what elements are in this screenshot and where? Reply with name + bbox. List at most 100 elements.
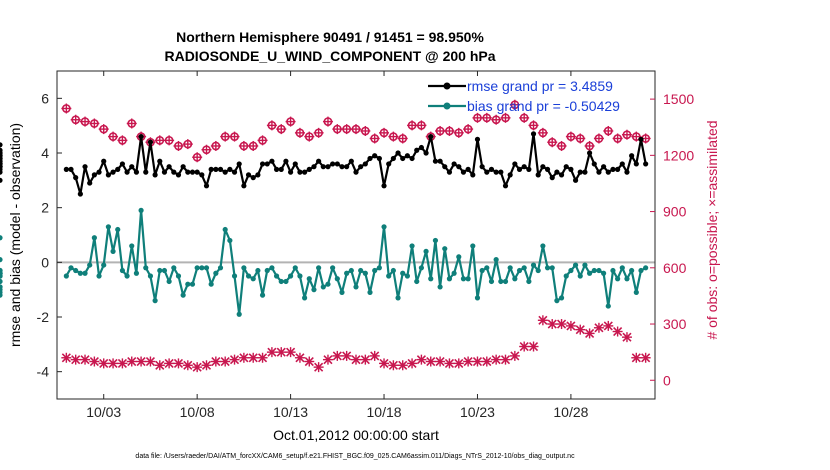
bias-point [460, 276, 467, 282]
bias-point [82, 270, 88, 276]
rmse-point [273, 166, 280, 172]
obs-assimilated-point [238, 352, 249, 363]
rmse-point [269, 158, 275, 164]
obs-possible-point [631, 131, 642, 142]
bias-point [96, 273, 102, 279]
bias-point [264, 267, 270, 274]
rmse-point [404, 153, 410, 159]
x-tick-label: 10/18 [367, 404, 402, 420]
obs-assimilated-point [481, 356, 492, 367]
bias-point [638, 267, 644, 274]
bias-point [423, 248, 429, 254]
bias-point [0, 235, 3, 241]
obs-possible-point [108, 131, 119, 142]
plot-area [57, 71, 655, 399]
obs-possible-point [556, 140, 567, 151]
obs-assimilated-point [285, 347, 296, 358]
obs-possible-point [285, 116, 296, 127]
stat-series-group [0, 131, 649, 317]
rmse-point [161, 169, 168, 175]
rmse-point [596, 169, 602, 175]
rmse-point [217, 166, 224, 172]
rmse-point [115, 166, 121, 172]
obs-possible-point [481, 112, 492, 123]
obs-possible-point [70, 114, 81, 125]
obs-assimilated-point [509, 350, 520, 361]
rmse-point [470, 172, 476, 178]
obs-assimilated-point [154, 360, 165, 371]
obs-possible-point [565, 131, 576, 142]
bias-point [442, 246, 448, 252]
rmse-point [367, 155, 373, 162]
bias-point [353, 284, 359, 290]
bias-point [451, 270, 457, 276]
rmse-point [558, 172, 565, 178]
obs-possible-point [201, 144, 212, 155]
obs-possible-point [575, 133, 586, 144]
bias-point [516, 267, 523, 274]
rmse-point [334, 161, 340, 167]
rmse-point [437, 158, 443, 164]
bias-point [502, 278, 509, 285]
obs-possible-point [89, 118, 100, 129]
obs-possible-point [294, 127, 305, 138]
bias-point [381, 224, 387, 230]
rmse-point [390, 155, 396, 162]
rmse-point [325, 164, 331, 170]
obs-assimilated-point [388, 360, 399, 371]
obs-possible-point [509, 99, 520, 110]
bias-point [101, 262, 107, 268]
obs-assimilated-point [126, 356, 137, 367]
y-right-tick-label: 900 [663, 204, 687, 220]
obs-assimilated-point [220, 356, 231, 367]
obs-assimilated-point [192, 362, 203, 373]
rmse-point [199, 172, 205, 178]
rmse-point [358, 164, 364, 170]
obs-assimilated-point [322, 354, 333, 365]
rmse-point [502, 183, 509, 189]
bias-point [213, 270, 219, 276]
obs-possible-point [173, 140, 184, 151]
obs-possible-point [351, 124, 361, 135]
rmse-point [0, 164, 3, 170]
obs-assimilated-point [472, 356, 483, 367]
legend-bias-label: bias grand pr = -0.50429 [467, 98, 620, 114]
obs-assimilated-point [248, 352, 259, 363]
obs-possible-point [117, 135, 128, 146]
obs-possible-point [80, 116, 91, 127]
rmse-point [203, 183, 210, 189]
rmse-point [320, 164, 326, 170]
obs-possible-point [453, 127, 464, 138]
bias-point [512, 276, 518, 282]
obs-assimilated-point [360, 354, 371, 365]
rmse-point [171, 169, 177, 175]
obs-possible-point [210, 140, 221, 151]
bias-point [297, 273, 303, 279]
x-axis: 10/03 10/08 10/13 10/18 10/23 10/28 [86, 71, 589, 420]
rmse-point [474, 136, 481, 142]
rmse-point [619, 161, 625, 167]
bias-point [479, 267, 485, 274]
bias-point [428, 276, 434, 282]
rmse-point [344, 164, 350, 170]
bias-point [273, 273, 280, 279]
rmse-point [110, 169, 116, 175]
obs-assimilated-point [117, 358, 128, 369]
rmse-point [91, 172, 97, 178]
rmse-point [157, 158, 163, 164]
obs-assimilated-point [266, 347, 277, 358]
rmse-point [245, 172, 252, 178]
legend: rmse grand pr = 3.4859 bias grand pr = -… [428, 78, 620, 114]
rmse-point [414, 147, 420, 153]
bias-point [175, 273, 182, 279]
rmse-point [236, 161, 242, 167]
bias-point [586, 270, 593, 276]
rmse-point [624, 169, 630, 175]
legend-bias-marker [443, 102, 451, 110]
obs-possible-point [61, 103, 72, 114]
rmse-point [87, 180, 93, 186]
bias-point [129, 243, 135, 249]
obs-possible-point [276, 124, 287, 135]
rmse-point [124, 169, 130, 175]
obs-assimilated-point [98, 358, 109, 369]
